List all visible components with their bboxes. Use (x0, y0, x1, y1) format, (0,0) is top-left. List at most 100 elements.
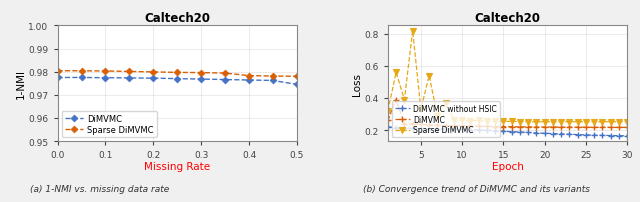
Sparse DiMVMC (442, 102, 449, 104)
X-axis label: Missing Rate: Missing Rate (144, 161, 211, 171)
DiMVMC (384, 120, 392, 122)
DiMVMC (623, 126, 631, 129)
DiMVMC (557, 126, 565, 129)
DiMVMC (532, 126, 540, 129)
Sparse DiMVMC (125, 71, 133, 73)
Sparse DiMVMC (582, 121, 590, 123)
DiMVMC without HSIC (475, 129, 483, 132)
Sparse DiMVMC (532, 121, 540, 123)
DiMVMC (245, 79, 253, 82)
Sparse DiMVMC (541, 121, 548, 123)
Sparse DiMVMC (516, 121, 524, 123)
DiMVMC (582, 126, 590, 129)
DiMVMC without HSIC (549, 133, 557, 135)
Sparse DiMVMC (607, 121, 614, 123)
DiMVMC without HSIC (532, 132, 540, 135)
Sparse DiMVMC (102, 70, 109, 73)
DiMVMC (102, 77, 109, 80)
Sparse DiMVMC (401, 99, 408, 101)
DiMVMC (433, 124, 441, 127)
DiMVMC (541, 126, 548, 129)
DiMVMC without HSIC (433, 128, 441, 130)
DiMVMC (500, 126, 508, 128)
DiMVMC without HSIC (417, 128, 425, 130)
DiMVMC (590, 126, 598, 129)
DiMVMC (426, 124, 433, 126)
DiMVMC (221, 79, 229, 81)
DiMVMC (566, 126, 573, 129)
Sparse DiMVMC (433, 115, 441, 117)
DiMVMC without HSIC (392, 127, 400, 129)
DiMVMC (458, 125, 466, 127)
Sparse DiMVMC (623, 121, 631, 123)
DiMVMC (615, 126, 623, 129)
DiMVMC without HSIC (524, 132, 532, 134)
Sparse DiMVMC (269, 76, 277, 78)
DiMVMC (508, 126, 515, 128)
DiMVMC without HSIC (615, 135, 623, 137)
DiMVMC (598, 126, 606, 129)
Sparse DiMVMC (77, 70, 85, 73)
DiMVMC without HSIC (442, 128, 449, 130)
X-axis label: Epoch: Epoch (492, 161, 524, 171)
DiMVMC (77, 77, 85, 79)
DiMVMC (574, 126, 582, 129)
DiMVMC (293, 84, 301, 86)
DiMVMC without HSIC (557, 133, 565, 136)
Sparse DiMVMC (409, 30, 417, 33)
Line: DiMVMC: DiMVMC (385, 97, 630, 130)
Text: (b) Convergence trend of DiMVMC and its variants: (b) Convergence trend of DiMVMC and its … (364, 184, 590, 193)
DiMVMC without HSIC (566, 133, 573, 136)
Sparse DiMVMC (557, 121, 565, 123)
DiMVMC without HSIC (500, 130, 508, 133)
DiMVMC (401, 124, 408, 126)
DiMVMC (442, 125, 449, 127)
DiMVMC without HSIC (582, 134, 590, 136)
DiMVMC without HSIC (508, 131, 515, 133)
Title: Caltech20: Caltech20 (144, 12, 211, 25)
Title: Caltech20: Caltech20 (474, 12, 541, 25)
DiMVMC without HSIC (458, 128, 466, 131)
DiMVMC (409, 123, 417, 125)
Text: (a) 1-NMI vs. missing data rate: (a) 1-NMI vs. missing data rate (29, 184, 169, 193)
DiMVMC (197, 78, 205, 81)
DiMVMC without HSIC (516, 131, 524, 134)
Sparse DiMVMC (492, 120, 499, 123)
DiMVMC (417, 124, 425, 126)
Sparse DiMVMC (500, 120, 508, 123)
DiMVMC without HSIC (409, 127, 417, 130)
Sparse DiMVMC (150, 71, 157, 74)
Sparse DiMVMC (566, 121, 573, 123)
DiMVMC without HSIC (450, 128, 458, 131)
Sparse DiMVMC (384, 110, 392, 113)
Sparse DiMVMC (417, 108, 425, 111)
Sparse DiMVMC (574, 121, 582, 123)
DiMVMC without HSIC (541, 132, 548, 135)
DiMVMC without HSIC (467, 129, 474, 131)
DiMVMC (467, 125, 474, 128)
DiMVMC (125, 77, 133, 80)
Sparse DiMVMC (467, 120, 474, 122)
DiMVMC (392, 99, 400, 101)
Sparse DiMVMC (173, 72, 181, 74)
DiMVMC without HSIC (574, 134, 582, 136)
DiMVMC (524, 126, 532, 128)
DiMVMC without HSIC (623, 135, 631, 137)
Sparse DiMVMC (450, 119, 458, 121)
Line: Sparse DiMVMC: Sparse DiMVMC (55, 69, 300, 79)
Sparse DiMVMC (197, 72, 205, 75)
DiMVMC without HSIC (483, 129, 491, 132)
DiMVMC (54, 77, 61, 79)
DiMVMC (516, 126, 524, 128)
DiMVMC (450, 125, 458, 127)
Sparse DiMVMC (508, 121, 515, 123)
Y-axis label: 1-NMI: 1-NMI (15, 69, 26, 99)
Sparse DiMVMC (426, 75, 433, 77)
DiMVMC (483, 125, 491, 128)
DiMVMC (269, 80, 277, 82)
Legend: DiMVMC without HSIC, DiMVMC, Sparse DiMVMC: DiMVMC without HSIC, DiMVMC, Sparse DiMV… (392, 102, 500, 138)
DiMVMC (150, 78, 157, 80)
DiMVMC without HSIC (384, 126, 392, 128)
Legend: DiMVMC, Sparse DiMVMC: DiMVMC, Sparse DiMVMC (62, 111, 157, 137)
Sparse DiMVMC (524, 121, 532, 123)
